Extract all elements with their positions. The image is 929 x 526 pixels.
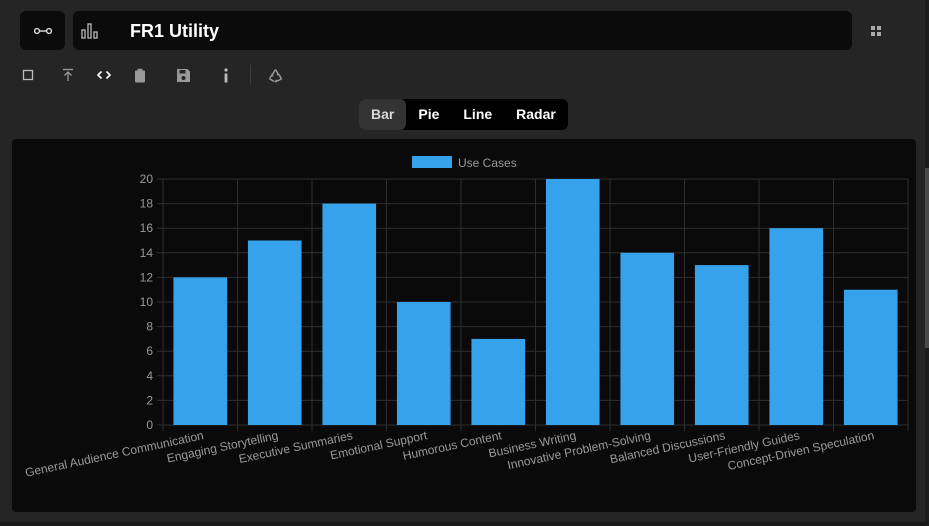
bar[interactable] <box>769 228 824 425</box>
bar[interactable] <box>620 252 675 425</box>
y-tick-label: 12 <box>140 270 154 284</box>
bar[interactable] <box>694 265 749 425</box>
toolbar-divider <box>250 65 251 85</box>
page-title: FR1 Utility <box>130 21 220 41</box>
save-button[interactable] <box>171 63 195 87</box>
recycle-button[interactable] <box>263 63 287 87</box>
y-tick-label: 20 <box>140 172 154 186</box>
legend-label: Use Cases <box>458 156 517 170</box>
chart-type-tabs: Bar Pie Line Radar <box>359 99 568 130</box>
info-button[interactable] <box>214 63 238 87</box>
tab-radar[interactable]: Radar <box>516 106 556 122</box>
title-bar: FR1 Utility <box>73 11 852 50</box>
connect-button[interactable] <box>20 11 65 50</box>
y-tick-label: 14 <box>140 246 154 260</box>
bar[interactable] <box>247 240 302 426</box>
bar-chart-icon <box>81 23 98 39</box>
tab-pie[interactable]: Pie <box>418 106 440 122</box>
info-icon <box>224 67 228 82</box>
scrollbar-thumb[interactable] <box>925 168 929 348</box>
y-tick-label: 16 <box>140 221 154 235</box>
bar[interactable] <box>396 302 451 425</box>
tab-line[interactable]: Line <box>463 106 493 122</box>
bar[interactable] <box>173 277 228 425</box>
square-icon <box>22 69 34 81</box>
chart-panel: 0 2 4 6 8 10 12 14 16 18 20 General Audience Commun… <box>12 139 916 512</box>
bar[interactable] <box>322 203 377 425</box>
upload-icon <box>63 68 73 81</box>
bar[interactable] <box>545 179 600 425</box>
y-tick-label: 18 <box>140 197 154 211</box>
code-button[interactable] <box>92 63 116 87</box>
legend-swatch <box>412 156 452 168</box>
y-tick-label: 6 <box>146 344 153 358</box>
y-tick-label: 10 <box>140 295 154 309</box>
recycle-icon <box>268 68 282 83</box>
grid-icon[interactable] <box>868 23 884 39</box>
y-tick-label: 8 <box>146 320 153 334</box>
y-tick-label: 0 <box>146 418 153 432</box>
bar[interactable] <box>843 289 898 425</box>
y-tick-label: 4 <box>146 369 153 383</box>
clipboard-button[interactable] <box>128 63 152 87</box>
save-icon <box>176 68 190 82</box>
y-tick-label: 2 <box>146 393 153 407</box>
scrollbar[interactable] <box>925 0 929 526</box>
clipboard-icon <box>135 68 145 82</box>
upload-button[interactable] <box>56 63 80 87</box>
link-node-icon <box>33 27 52 34</box>
tab-bar[interactable]: Bar <box>359 99 407 130</box>
bar[interactable] <box>471 338 526 425</box>
square-button[interactable] <box>16 63 40 87</box>
code-icon <box>97 70 111 80</box>
